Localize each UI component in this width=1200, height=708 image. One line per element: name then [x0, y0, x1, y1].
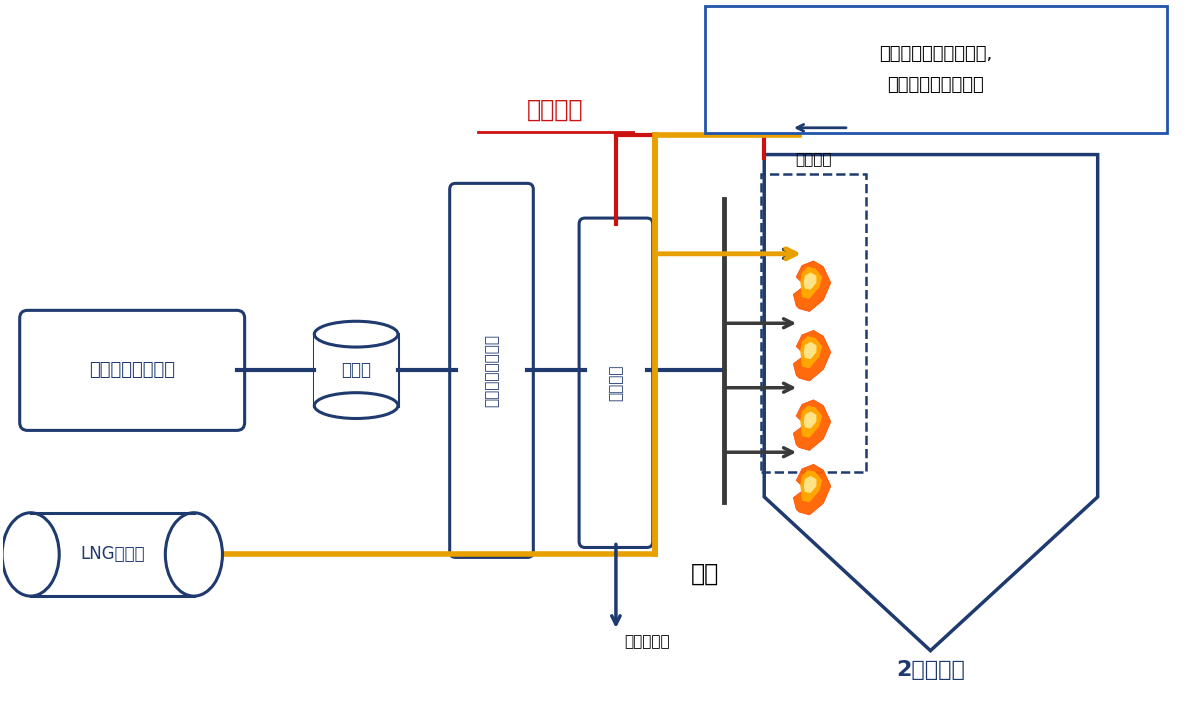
Text: 石炭: 石炭: [690, 561, 719, 586]
Polygon shape: [804, 476, 816, 493]
Bar: [761, 174, 865, 472]
Bar: [31, 513, 194, 596]
Ellipse shape: [2, 513, 59, 596]
FancyBboxPatch shape: [450, 183, 533, 557]
Ellipse shape: [314, 321, 398, 347]
Polygon shape: [793, 464, 830, 515]
Polygon shape: [764, 154, 1098, 651]
Polygon shape: [804, 411, 816, 428]
Polygon shape: [800, 406, 822, 438]
Polygon shape: [804, 342, 816, 359]
FancyBboxPatch shape: [580, 218, 653, 547]
Text: バーナー: バーナー: [794, 152, 832, 168]
Polygon shape: [800, 267, 822, 299]
Polygon shape: [314, 334, 398, 406]
FancyBboxPatch shape: [704, 6, 1168, 132]
Ellipse shape: [314, 393, 398, 418]
Polygon shape: [793, 400, 830, 450]
Polygon shape: [793, 331, 830, 381]
Text: 本試験を行うにあたり,
新たに敷設した設備: 本試験を行うにあたり, 新たに敷設した設備: [880, 45, 992, 93]
Text: 2号ボイラ: 2号ボイラ: [896, 661, 965, 680]
Text: アンモニアタンク: アンモニアタンク: [89, 361, 175, 379]
Polygon shape: [800, 470, 822, 502]
Text: 脱硝装置へ: 脱硝装置へ: [624, 634, 670, 649]
Polygon shape: [804, 273, 816, 290]
Polygon shape: [793, 261, 830, 312]
FancyBboxPatch shape: [19, 310, 245, 430]
Ellipse shape: [166, 513, 222, 596]
Text: 仮設配管: 仮設配管: [527, 98, 583, 122]
Polygon shape: [800, 336, 822, 368]
Text: アキュームレータ: アキュームレータ: [484, 334, 499, 407]
Text: LNGタンク: LNGタンク: [80, 545, 144, 564]
Text: 気化器: 気化器: [341, 361, 371, 379]
Text: ヘッダー: ヘッダー: [608, 365, 624, 401]
